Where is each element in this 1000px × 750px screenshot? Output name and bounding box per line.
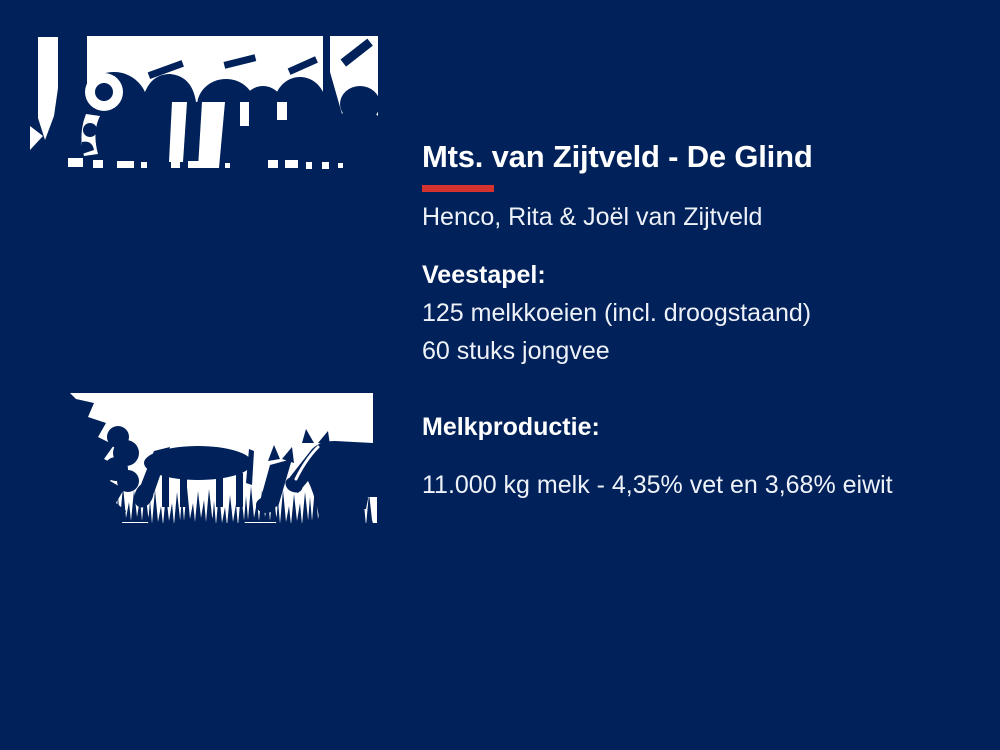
page-title: Mts. van Zijtveld - De Glind [422,139,813,174]
grazing-cows-illustration [50,393,377,527]
herd-line-young-stock: 60 stuks jongvee [422,337,610,365]
title-accent-bar [422,185,494,192]
herd-line-dairy-cows: 125 melkkoeien (incl. droogstaand) [422,299,812,327]
herd-heading: Veestapel: [422,261,546,289]
barn-cows-image [30,30,380,180]
farm-info-panel: Mts. van Zijtveld - De Glind Henco, Rita… [422,140,987,500]
production-heading: Melkproductie: [422,413,600,441]
grazing-cows-image [30,385,380,535]
production-line: 11.000 kg melk - 4,35% vet en 3,68% eiwi… [422,471,893,499]
herd-section: Veestapel: 125 melkkoeien (incl. droogst… [422,256,987,370]
barn-cows-illustration [30,36,380,169]
owners-subtitle: Henco, Rita & Joël van Zijtveld [422,203,763,231]
